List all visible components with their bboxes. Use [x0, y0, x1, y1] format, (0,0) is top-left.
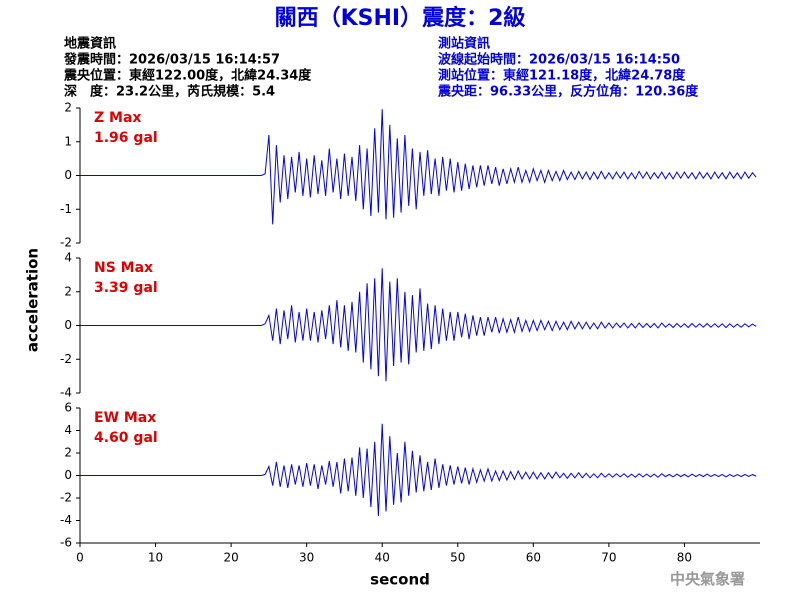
y-tick-label: 4 — [64, 423, 72, 437]
y-tick-label: -1 — [60, 202, 72, 216]
y-tick-label: 2 — [64, 101, 72, 115]
x-tick-label: 60 — [526, 551, 541, 565]
waveform — [80, 423, 757, 517]
y-tick-label: 2 — [64, 446, 72, 460]
info-left: 震央位置：東經122.00度，北緯24.34度 — [63, 68, 312, 84]
y-tick-label: 2 — [64, 284, 72, 298]
info-left: 地震資訊 — [64, 36, 116, 52]
y-tick-label: -4 — [60, 513, 72, 527]
info-left: 發震時間：2026/03/15 16:14:57 — [63, 52, 280, 68]
y-tick-label: 0 — [64, 168, 72, 182]
y-tick-label: -2 — [60, 236, 72, 250]
x-axis-label: second — [370, 571, 430, 589]
y-tick-label: -2 — [60, 352, 72, 366]
max-value: 4.60 gal — [94, 430, 158, 446]
y-tick-label: -6 — [60, 536, 72, 550]
waveform — [80, 109, 757, 225]
component-label: NS Max — [94, 260, 153, 276]
title: 關西（KSHI）震度：2級 — [275, 5, 526, 31]
y-axis-label: acceleration — [24, 248, 42, 352]
y-tick-label: -2 — [60, 491, 72, 505]
y-tick-label: 6 — [64, 401, 72, 415]
info-left: 深 度：23.2公里，芮氏規模：5.4 — [64, 84, 275, 100]
x-tick-label: 20 — [223, 551, 238, 565]
x-tick-label: 10 — [148, 551, 163, 565]
footer: 中央氣象署 — [670, 570, 745, 588]
info-right: 波線起始時間：2026/03/15 16:14:50 — [438, 52, 680, 68]
info-right: 測站位置：東經121.18度，北緯24.78度 — [438, 68, 686, 84]
info-right: 震央距：96.33公里，反方位角：120.36度 — [437, 84, 699, 100]
y-tick-label: -4 — [60, 386, 72, 400]
waveform — [80, 268, 757, 382]
y-tick-label: 4 — [64, 251, 72, 265]
x-tick-label: 70 — [601, 551, 616, 565]
x-tick-label: 30 — [299, 551, 314, 565]
max-value: 3.39 gal — [94, 280, 158, 296]
max-value: 1.96 gal — [94, 130, 158, 146]
component-label: Z Max — [94, 110, 141, 126]
x-tick-label: 40 — [375, 551, 390, 565]
x-tick-label: 50 — [450, 551, 465, 565]
y-tick-label: 0 — [64, 318, 72, 332]
x-tick-label: 80 — [677, 551, 692, 565]
info-right: 測站資訊 — [438, 36, 490, 52]
component-label: EW Max — [94, 410, 156, 426]
x-tick-label: 0 — [76, 551, 84, 565]
y-tick-label: 1 — [64, 134, 72, 148]
y-tick-label: 0 — [64, 468, 72, 482]
